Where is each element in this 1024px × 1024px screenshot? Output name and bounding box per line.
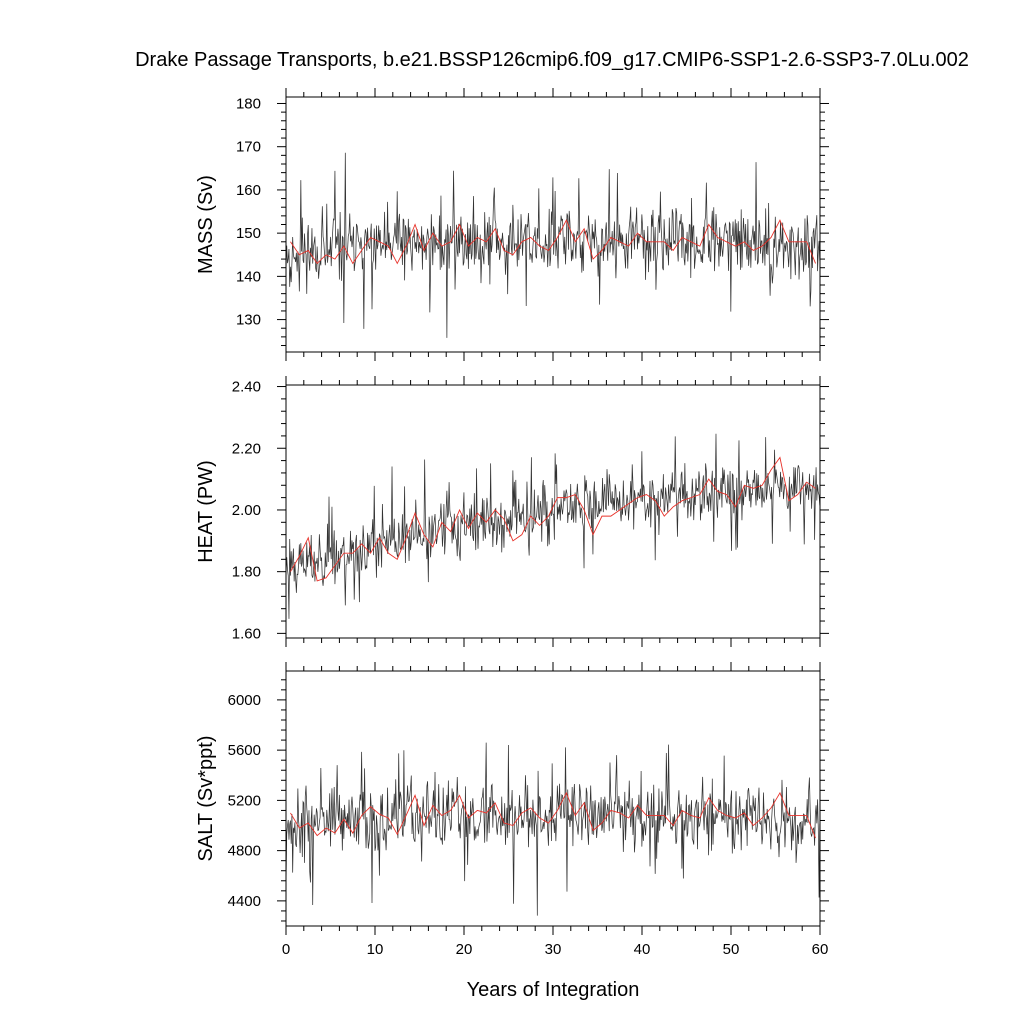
panel-salt: 4400 4800 5200 5600 6000 SALT (Sv*ppt) 0 10 20 30… xyxy=(195,662,829,958)
x-tick-label: 60 xyxy=(812,941,829,958)
mass-y-tick-label: 140 xyxy=(236,268,261,285)
x-tick-label: 50 xyxy=(723,941,740,958)
salt-y-tick-label: 4800 xyxy=(228,843,261,860)
salt-y-tick-label: 4400 xyxy=(228,893,261,910)
heat-annual-series-line xyxy=(290,456,816,582)
chart-title: Drake Passage Transports, b.e21.BSSP126c… xyxy=(135,49,969,71)
salt-monthly-series-line xyxy=(286,742,820,916)
mass-y-tick-label: 130 xyxy=(236,312,261,329)
x-tick-label: 0 xyxy=(282,941,290,958)
heat-monthly-series-line xyxy=(286,433,820,619)
x-tick-label: 20 xyxy=(456,941,473,958)
x-tick-label: 10 xyxy=(367,941,384,958)
mass-y-tick-label: 170 xyxy=(236,139,261,156)
mass-y-tick-label: 160 xyxy=(236,182,261,199)
x-tick-label: 40 xyxy=(634,941,651,958)
salt-annual-series-line xyxy=(290,791,816,839)
panels: 130 140 150 160 170 180 MASS (Sv) 1.60 1.80 2.00 2… xyxy=(195,88,829,958)
mass-y-tick-label: 150 xyxy=(236,225,261,242)
heat-y-axis-title: HEAT (PW) xyxy=(195,460,217,563)
salt-y-tick-label: 5600 xyxy=(228,742,261,759)
salt-y-tick-label: 5200 xyxy=(228,792,261,809)
heat-y-tick-label: 2.40 xyxy=(232,379,261,396)
panel-mass: 130 140 150 160 170 180 MASS (Sv) xyxy=(195,88,829,361)
x-axis-title: Years of Integration xyxy=(467,979,640,1001)
panel-heat: 1.60 1.80 2.00 2.20 2.40 HEAT (PW) xyxy=(195,376,829,647)
heat-y-tick-label: 1.60 xyxy=(232,625,261,642)
salt-y-axis-title: SALT (Sv*ppt) xyxy=(195,736,217,862)
mass-y-tick-label: 180 xyxy=(236,95,261,112)
mass-monthly-series-line xyxy=(286,152,820,338)
x-tick-label: 30 xyxy=(545,941,562,958)
heat-y-tick-label: 2.00 xyxy=(232,502,261,519)
mass-y-axis-title: MASS (Sv) xyxy=(195,175,217,274)
heat-y-tick-label: 1.80 xyxy=(232,564,261,581)
heat-y-tick-label: 2.20 xyxy=(232,440,261,457)
salt-y-tick-label: 6000 xyxy=(228,692,261,709)
mass-annual-series-line xyxy=(290,219,816,265)
